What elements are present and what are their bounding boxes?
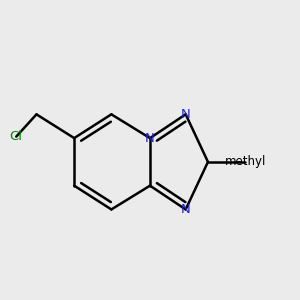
Text: Cl: Cl [10, 130, 23, 143]
Text: N: N [145, 132, 155, 145]
Text: N: N [181, 108, 190, 121]
Text: methyl: methyl [224, 155, 266, 168]
Text: N: N [181, 203, 190, 216]
